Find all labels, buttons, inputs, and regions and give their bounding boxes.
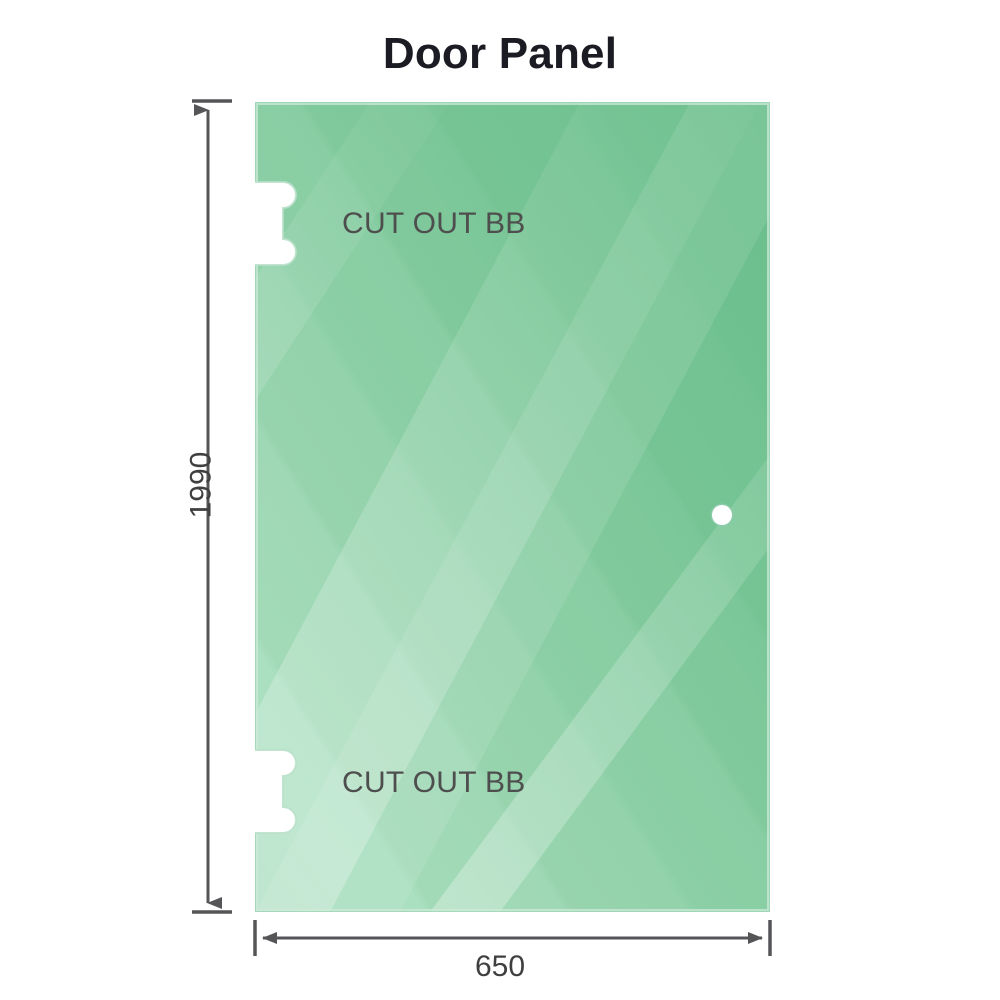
panel-edge-highlight bbox=[255, 102, 770, 912]
cutout-upper-label: CUT OUT BB bbox=[342, 207, 526, 240]
dimension-width-label: 650 bbox=[474, 950, 526, 983]
cutout-lower-label: CUT OUT BB bbox=[342, 766, 526, 799]
dimension-height bbox=[192, 99, 232, 914]
cutout-upper bbox=[255, 181, 297, 266]
handle-hole bbox=[710, 503, 734, 527]
dimension-height-label: 1990 bbox=[184, 451, 218, 519]
cutout-lower bbox=[255, 749, 297, 834]
dimension-width bbox=[253, 920, 772, 956]
glass-panel bbox=[255, 102, 770, 912]
page-title: Door Panel bbox=[382, 29, 618, 78]
glass-reflection-streaks bbox=[255, 102, 770, 912]
